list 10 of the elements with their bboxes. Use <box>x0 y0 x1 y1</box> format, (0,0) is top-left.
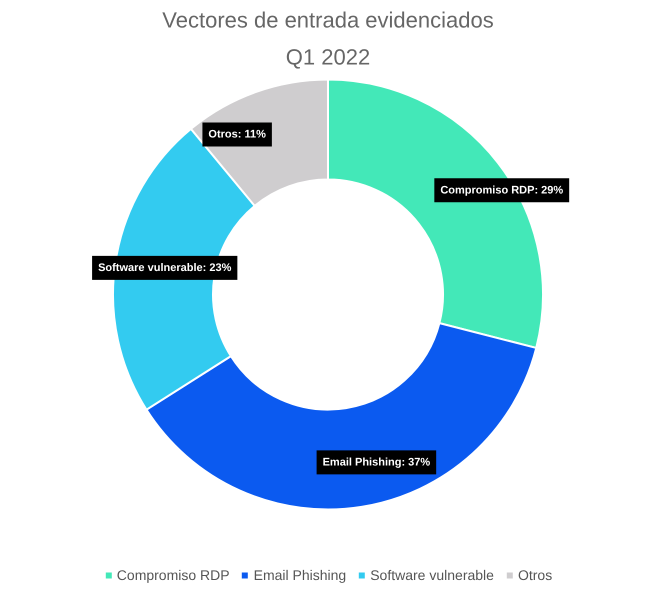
legend-label: Email Phishing <box>254 567 346 583</box>
data-label: Compromiso RDP: 29% <box>440 184 564 196</box>
chart-title: Vectores de entrada evidenciados <box>162 8 494 32</box>
legend-label: Software vulnerable <box>370 567 494 583</box>
legend-label: Otros <box>518 567 552 583</box>
data-label: Email Phishing: 37% <box>322 456 430 468</box>
chart-subtitle: Q1 2022 <box>286 44 370 70</box>
legend-label: Compromiso RDP <box>116 567 230 583</box>
data-label: Otros: 11% <box>208 128 266 141</box>
data-label: Software vulnerable: 23% <box>98 262 232 274</box>
